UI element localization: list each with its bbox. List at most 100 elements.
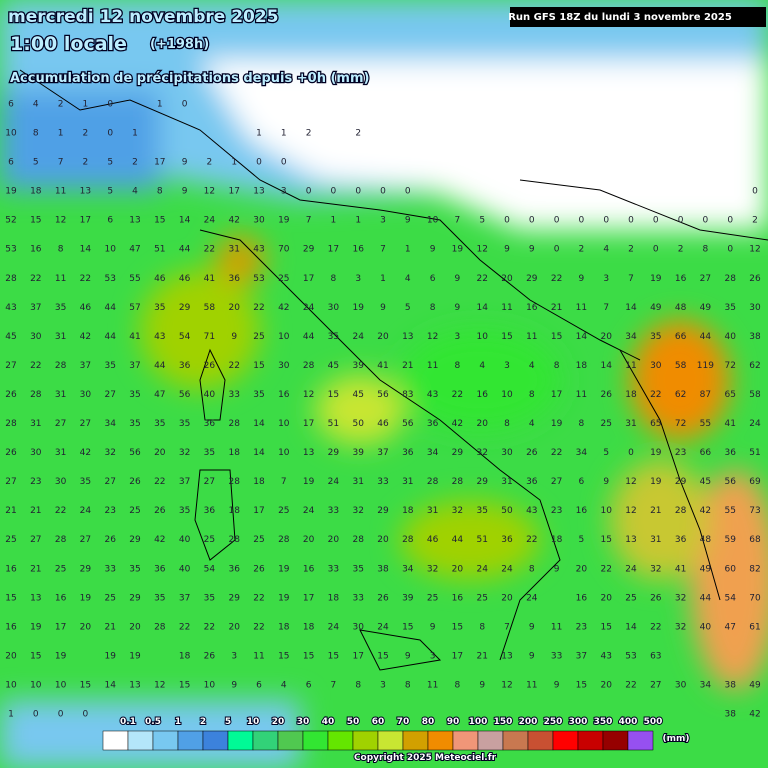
grid-value: 29 <box>129 535 141 545</box>
grid-value: 13 <box>253 187 264 197</box>
grid-value: 36 <box>204 419 216 429</box>
grid-value: 3 <box>380 680 386 690</box>
grid-value: 20 <box>576 564 588 574</box>
grid-value: 65 <box>650 419 661 429</box>
grid-value: 66 <box>700 448 712 458</box>
grid-value: 28 <box>228 535 240 545</box>
grid-value: 51 <box>328 419 339 429</box>
grid-value: 13 <box>402 332 413 342</box>
grid-value: 14 <box>476 303 488 313</box>
grid-value: 19 <box>650 477 662 487</box>
legend-swatch <box>527 730 554 751</box>
grid-value: 12 <box>625 506 636 516</box>
grid-value: 61 <box>749 622 760 632</box>
grid-value: 22 <box>30 361 41 371</box>
grid-value: 17 <box>303 419 314 429</box>
grid-value: 11 <box>576 303 587 313</box>
grid-value: 14 <box>253 448 265 458</box>
grid-value: 28 <box>402 535 414 545</box>
grid-value: 17 <box>328 245 339 255</box>
grid-value: 27 <box>55 419 66 429</box>
grid-value: 38 <box>724 710 736 720</box>
grid-value: 3 <box>231 651 237 661</box>
grid-value: 27 <box>5 361 16 371</box>
grid-value: 42 <box>228 216 239 226</box>
grid-value: 28 <box>55 535 67 545</box>
legend-label: 400 <box>619 717 638 727</box>
grid-value: 8 <box>331 274 337 284</box>
grid-value: 43 <box>427 390 438 400</box>
legend-label: 1 <box>175 717 181 727</box>
grid-value: 0 <box>554 245 560 255</box>
grid-value: 15 <box>253 361 264 371</box>
grid-value: 18 <box>328 593 340 603</box>
legend-swatch <box>227 730 254 751</box>
grid-value: 36 <box>724 448 736 458</box>
grid-value: 32 <box>179 448 190 458</box>
grid-value: 12 <box>154 680 165 690</box>
grid-value: 9 <box>231 680 237 690</box>
grid-value: 25 <box>55 564 66 574</box>
grid-value: 0 <box>628 448 634 458</box>
grid-value: 0 <box>58 710 64 720</box>
grid-value: 55 <box>724 506 735 516</box>
grid-value: 45 <box>352 390 363 400</box>
grid-value: 10 <box>278 448 290 458</box>
grid-value: 55 <box>700 419 711 429</box>
grid-value: 10 <box>501 390 513 400</box>
grid-value: 21 <box>5 506 16 516</box>
grid-value: 19 <box>352 303 364 313</box>
grid-value: 35 <box>724 303 735 313</box>
grid-value: 42 <box>80 448 91 458</box>
grid-value: 15 <box>303 651 314 661</box>
grid-value: 30 <box>749 303 761 313</box>
grid-value: 35 <box>80 477 91 487</box>
legend-label: 150 <box>494 717 513 727</box>
grid-value: 63 <box>650 651 661 661</box>
grid-value: 35 <box>104 361 115 371</box>
grid-value: 22 <box>650 622 661 632</box>
grid-value: 60 <box>724 564 736 574</box>
grid-value: 17 <box>352 651 363 661</box>
grid-value: 1 <box>380 274 386 284</box>
grid-value: 4 <box>529 361 535 371</box>
grid-value: 5 <box>579 535 585 545</box>
legend-swatch <box>502 730 529 751</box>
grid-value: 19 <box>80 593 92 603</box>
grid-value: 40 <box>700 622 712 632</box>
grid-value: 18 <box>228 506 240 516</box>
grid-value: 19 <box>452 245 464 255</box>
grid-value: 17 <box>228 187 239 197</box>
grid-value: 52 <box>5 216 16 226</box>
grid-value: 15 <box>377 651 388 661</box>
grid-value: 5 <box>107 158 113 168</box>
legend-swatch <box>177 730 204 751</box>
grid-value: 46 <box>80 303 92 313</box>
grid-value: 15 <box>600 622 611 632</box>
grid-value: 28 <box>228 477 240 487</box>
grid-value: 31 <box>30 419 41 429</box>
grid-value: 70 <box>278 245 290 255</box>
grid-value: 42 <box>278 303 289 313</box>
grid-value: 16 <box>576 593 588 603</box>
legend-swatch <box>352 730 379 751</box>
grid-value: 29 <box>129 593 141 603</box>
grid-value: 56 <box>724 477 736 487</box>
grid-value: 9 <box>529 622 535 632</box>
grid-value: 20 <box>600 680 612 690</box>
grid-value: 22 <box>253 303 264 313</box>
grid-value: 29 <box>476 477 488 487</box>
grid-value: 36 <box>228 564 240 574</box>
grid-value: 21 <box>30 564 41 574</box>
grid-value: 42 <box>80 332 91 342</box>
coastlines <box>19 69 768 671</box>
grid-value: 43 <box>253 245 264 255</box>
grid-value: 8 <box>529 564 535 574</box>
grid-value: 56 <box>179 390 191 400</box>
grid-value: 22 <box>551 448 562 458</box>
legend-label: 5 <box>225 717 231 727</box>
grid-value: 0 <box>727 245 733 255</box>
grid-value: 2 <box>355 129 361 139</box>
grid-value: 9 <box>380 303 386 313</box>
grid-value: 13 <box>501 651 512 661</box>
